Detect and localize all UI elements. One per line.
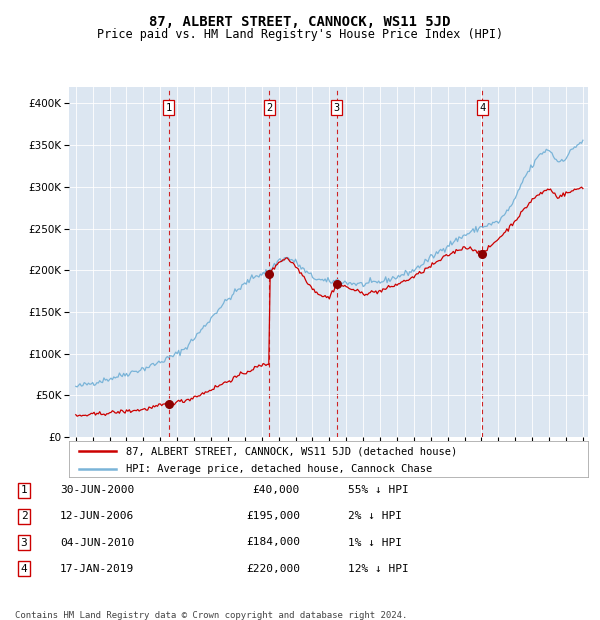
Text: 2% ↓ HPI: 2% ↓ HPI xyxy=(348,512,402,521)
Text: 87, ALBERT STREET, CANNOCK, WS11 5JD (detached house): 87, ALBERT STREET, CANNOCK, WS11 5JD (de… xyxy=(126,446,457,456)
Text: 55% ↓ HPI: 55% ↓ HPI xyxy=(348,485,409,495)
Text: Price paid vs. HM Land Registry's House Price Index (HPI): Price paid vs. HM Land Registry's House … xyxy=(97,28,503,41)
Text: 87, ALBERT STREET, CANNOCK, WS11 5JD: 87, ALBERT STREET, CANNOCK, WS11 5JD xyxy=(149,16,451,30)
Text: 4: 4 xyxy=(20,564,28,574)
Text: £40,000: £40,000 xyxy=(253,485,300,495)
Text: 3: 3 xyxy=(334,103,340,113)
Text: 30-JUN-2000: 30-JUN-2000 xyxy=(60,485,134,495)
Text: 17-JAN-2019: 17-JAN-2019 xyxy=(60,564,134,574)
Text: £184,000: £184,000 xyxy=(246,538,300,547)
Text: Contains HM Land Registry data © Crown copyright and database right 2024.: Contains HM Land Registry data © Crown c… xyxy=(15,611,407,620)
Text: 2: 2 xyxy=(20,512,28,521)
Text: 12% ↓ HPI: 12% ↓ HPI xyxy=(348,564,409,574)
Text: 12-JUN-2006: 12-JUN-2006 xyxy=(60,512,134,521)
Text: 1: 1 xyxy=(20,485,28,495)
Text: £220,000: £220,000 xyxy=(246,564,300,574)
Text: 1% ↓ HPI: 1% ↓ HPI xyxy=(348,538,402,547)
Text: £195,000: £195,000 xyxy=(246,512,300,521)
Text: 3: 3 xyxy=(20,538,28,547)
Text: HPI: Average price, detached house, Cannock Chase: HPI: Average price, detached house, Cann… xyxy=(126,464,433,474)
Text: 2: 2 xyxy=(266,103,272,113)
Text: 04-JUN-2010: 04-JUN-2010 xyxy=(60,538,134,547)
Text: 1: 1 xyxy=(166,103,172,113)
Text: 4: 4 xyxy=(479,103,485,113)
